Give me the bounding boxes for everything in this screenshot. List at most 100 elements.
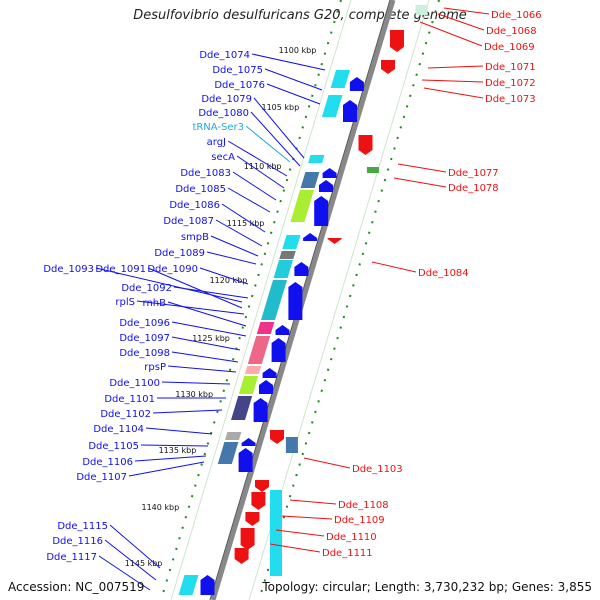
- minus-strand-gene: [275, 325, 290, 335]
- minus-strand-gene: [200, 575, 215, 595]
- minus-strand-gene: [238, 448, 253, 472]
- kbp-tick-label: 1135 kbp: [159, 446, 197, 455]
- label-leader-line: [140, 444, 209, 447]
- minus-strand-gene: [259, 380, 273, 394]
- kbp-tick-label: 1105 kbp: [261, 103, 299, 112]
- left-gene-label: tRNA-Ser3: [192, 122, 244, 133]
- label-leader-line: [289, 499, 337, 505]
- gene-block-left: [261, 280, 287, 320]
- left-gene-label: Dde_1104: [93, 424, 144, 435]
- right-gene-label: Dde_1103: [352, 464, 403, 475]
- minus-strand-gene: [271, 338, 286, 362]
- label-leader-line: [104, 539, 157, 581]
- minus-strand-gene: [241, 438, 256, 446]
- plus-strand-gene: [390, 30, 404, 52]
- left-gene-label: Dde_1086: [169, 200, 220, 211]
- left-gene-label: Dde_1115: [57, 521, 108, 532]
- label-leader-line: [145, 427, 213, 435]
- minus-strand-gene: [294, 262, 309, 276]
- gene-block-right: [366, 167, 379, 173]
- left-gene-label: Dde_1076: [214, 80, 265, 91]
- map-title: Desulfovibrio desulfuricans G20, complet…: [133, 8, 467, 23]
- label-leader-line: [161, 381, 231, 385]
- kbp-tick-label: 1110 kbp: [244, 162, 282, 171]
- left-gene-label: Dde_1087: [163, 216, 214, 227]
- right-gene-label: Dde_1111: [322, 548, 373, 559]
- left-gene-label: Dde_1079: [201, 94, 252, 105]
- label-leader-line: [167, 365, 237, 373]
- gene-block-left: [238, 376, 259, 394]
- minus-strand-gene: [343, 100, 357, 122]
- label-leader-line: [421, 79, 484, 83]
- left-gene-label: Dde_1098: [119, 348, 170, 359]
- label-leader-line: [371, 261, 417, 273]
- label-leader-line: [419, 21, 483, 47]
- right-gene-label: Dde_1077: [448, 168, 499, 179]
- label-leader-line: [250, 111, 301, 167]
- gene-block-left: [282, 235, 301, 249]
- gene-block-left: [230, 396, 253, 420]
- gene-block-left: [273, 260, 293, 278]
- kbp-tick-label: 1140 kbp: [141, 503, 179, 512]
- gene-block-left: [308, 155, 325, 163]
- label-leader-line: [206, 251, 257, 265]
- label-leader-line: [128, 461, 205, 477]
- plus-strand-gene: [251, 492, 266, 510]
- gene-block-left: [300, 172, 320, 188]
- left-gene-label: Dde_1100: [109, 378, 160, 389]
- label-leader-line: [227, 140, 288, 177]
- left-gene-label: secA: [211, 152, 235, 163]
- gene-block-left: [217, 442, 239, 464]
- right-gene-label: Dde_1109: [334, 515, 385, 526]
- label-leader-line: [134, 455, 207, 462]
- left-gene-label: Dde_1091: [95, 264, 146, 275]
- right-gene-label: Dde_1110: [326, 532, 377, 543]
- gene-block-left: [247, 336, 271, 364]
- left-gene-label: rpsP: [144, 362, 166, 373]
- gene-block-left: [321, 95, 343, 117]
- right-gene-label: Dde_1084: [418, 268, 469, 279]
- label-leader-line: [281, 515, 333, 520]
- minus-strand-gene: [303, 233, 318, 241]
- right-gene-label: Dde_1078: [448, 183, 499, 194]
- gene-block-left: [224, 432, 242, 440]
- right-gene-label: Dde_1071: [485, 62, 536, 73]
- right-gene-label: Dde_1108: [338, 500, 389, 511]
- plus-strand-gene: [327, 238, 342, 244]
- left-gene-label: Dde_1080: [198, 108, 249, 119]
- label-leader-line: [443, 7, 490, 15]
- minus-strand-gene: [349, 77, 364, 91]
- gene-block-left: [330, 70, 350, 88]
- label-leader-line: [253, 97, 305, 159]
- right-gene-label: Dde_1069: [484, 42, 535, 53]
- gene-block-right: [285, 437, 298, 453]
- left-gene-label: Dde_1074: [199, 50, 250, 61]
- left-gene-label: Dde_1102: [100, 409, 151, 420]
- gene-block-left: [256, 322, 275, 334]
- left-gene-label: Dde_1093: [43, 264, 94, 275]
- label-leader-line: [171, 321, 247, 337]
- minus-strand-gene: [288, 282, 303, 320]
- left-gene-label: Dde_1096: [119, 318, 170, 329]
- label-leader-line: [215, 219, 263, 247]
- label-leader-line: [171, 351, 239, 363]
- label-leader-line: [109, 524, 161, 569]
- left-gene-label: Dde_1090: [147, 264, 198, 275]
- plus-strand-gene: [381, 60, 395, 74]
- label-leader-line: [95, 267, 243, 303]
- right-gene-label: Dde_1073: [485, 94, 536, 105]
- gene-block-right: [415, 5, 428, 15]
- kbp-tick-label: 1120 kbp: [210, 276, 248, 285]
- minus-strand-gene: [262, 368, 277, 378]
- label-leader-line: [266, 83, 321, 105]
- right-gene-label: Dde_1072: [485, 78, 536, 89]
- left-track-edge: [170, 0, 352, 600]
- plus-strand-gene: [234, 548, 249, 564]
- left-gene-label: Dde_1105: [88, 441, 139, 452]
- kbp-tick-label: 1115 kbp: [227, 219, 265, 228]
- kbp-tick-label: 1100 kbp: [279, 46, 317, 55]
- kbp-tick-label: 1130 kbp: [175, 390, 213, 399]
- left-gene-label: rplS: [115, 297, 135, 308]
- plus-strand-gene: [255, 480, 269, 492]
- left-gene-label: Dde_1101: [104, 394, 155, 405]
